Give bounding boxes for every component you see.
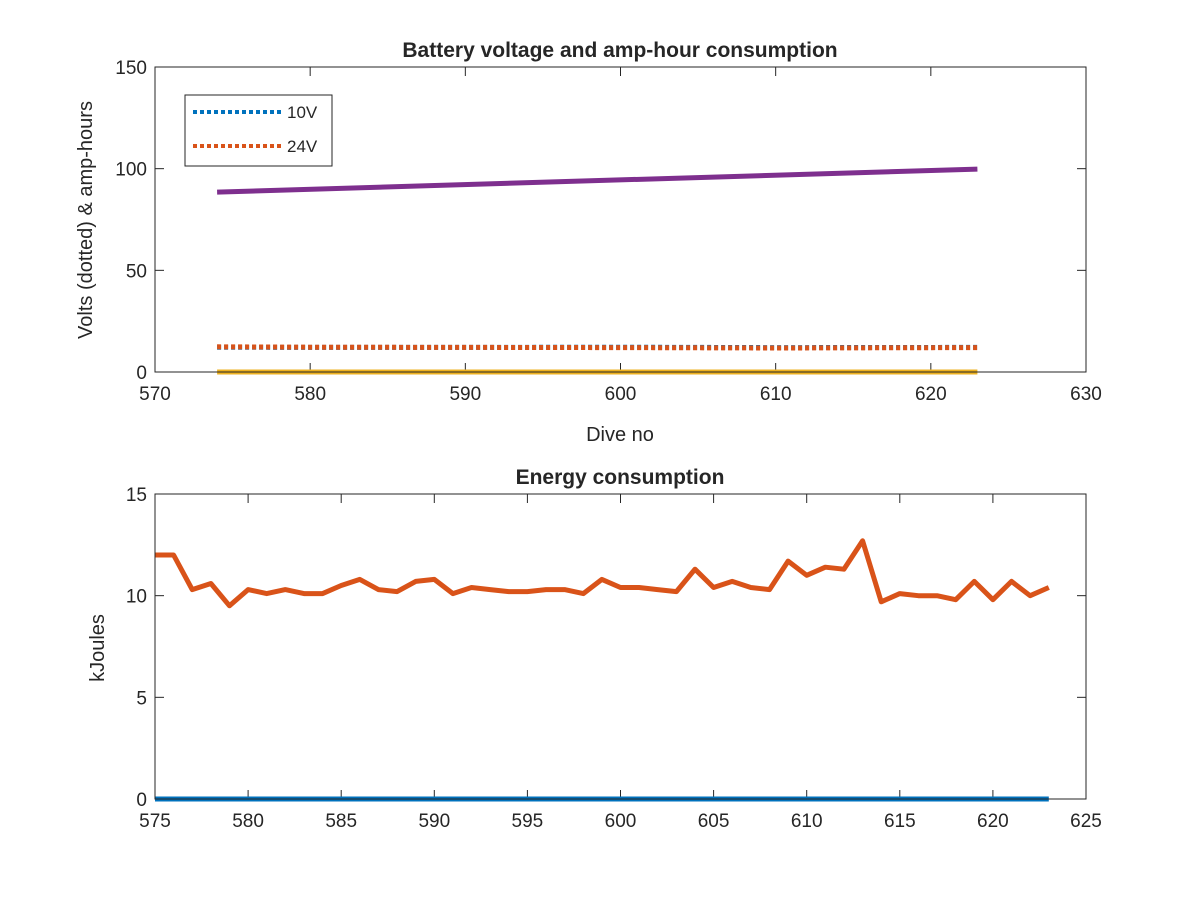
- x-tick-label: 580: [294, 384, 326, 405]
- chart-title: Energy consumption: [516, 466, 725, 489]
- x-tick-label: 600: [605, 384, 637, 405]
- x-tick-label: 610: [791, 811, 823, 832]
- legend-label-24v: 24V: [287, 137, 318, 156]
- energy-chart: Energy consumption kJoules 575 580 585 590 5…: [87, 466, 1102, 832]
- x-tick-label: 575: [139, 811, 171, 832]
- y-tick-label: 0: [136, 790, 147, 811]
- series-group: [217, 166, 978, 375]
- legend-box: [184, 94, 333, 167]
- x-tick-label: 615: [884, 811, 916, 832]
- x-tick-label: 590: [418, 811, 450, 832]
- x-tick-label: 595: [512, 811, 544, 832]
- x-tick-label: 625: [1070, 811, 1102, 832]
- series-line-3: [217, 166, 978, 195]
- legend-label-10v: 10V: [287, 103, 318, 122]
- y-tick-label: 15: [126, 485, 147, 506]
- x-tick-label: 605: [698, 811, 730, 832]
- x-tick-label: 590: [449, 384, 481, 405]
- axes-box: [154, 66, 1087, 373]
- y-tick-label: 0: [136, 363, 147, 384]
- y-tick-label: 50: [126, 261, 147, 282]
- x-tick-label: 610: [760, 384, 792, 405]
- x-tick-label: 620: [915, 384, 947, 405]
- y-tick-label: 10: [126, 587, 147, 608]
- x-tick-label: 570: [139, 384, 171, 405]
- axes-box: [154, 493, 1087, 800]
- series-group: [155, 538, 1050, 802]
- series-line-24v: [217, 344, 978, 351]
- y-tick-label: 150: [115, 58, 147, 79]
- x-tick-label: 630: [1070, 384, 1102, 405]
- legend: 10V 24V: [184, 94, 333, 167]
- y-axis-label: kJoules: [87, 614, 109, 682]
- axis-ticks: 570 580 590 600 610 620 630 0 50 100 150: [115, 58, 1102, 405]
- chart-title: Battery voltage and amp-hour consumption: [402, 39, 837, 62]
- axis-ticks: 575 580 585 590 595 600 605 610 615 620 625 0 5 10 15: [126, 485, 1102, 832]
- voltage-chart: Battery voltage and amp-hour consumption…: [75, 39, 1102, 446]
- x-tick-label: 585: [325, 811, 357, 832]
- x-tick-label: 600: [605, 811, 637, 832]
- x-tick-label: 620: [977, 811, 1009, 832]
- y-axis-label: Volts (dotted) & amp-hours: [75, 101, 97, 339]
- series-line-1: [155, 538, 1050, 609]
- x-axis-label: Dive no: [586, 424, 654, 446]
- y-tick-label: 100: [115, 160, 147, 181]
- y-tick-label: 5: [136, 688, 147, 709]
- x-tick-label: 580: [232, 811, 264, 832]
